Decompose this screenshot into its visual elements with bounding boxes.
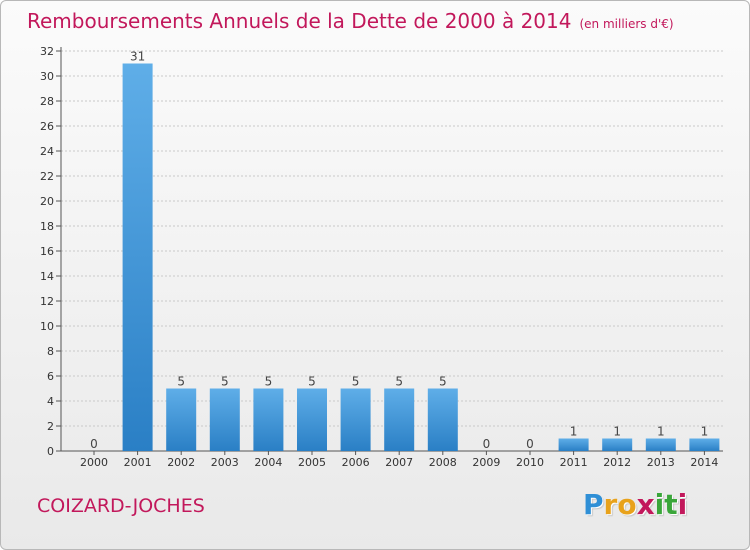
chart-title-text: Remboursements Annuels de la Dette de 20… <box>27 9 572 33</box>
x-tick-label: 2013 <box>647 456 675 469</box>
logo-letter: P <box>583 488 604 521</box>
logo-letter: x <box>636 488 655 521</box>
bar-value-label: 5 <box>352 375 360 389</box>
logo-letter: o <box>617 488 637 521</box>
x-tick-label: 2003 <box>211 456 239 469</box>
x-tick-label: 2001 <box>124 456 152 469</box>
bar-value-label: 5 <box>265 375 273 389</box>
logo-letter: r <box>603 488 618 521</box>
y-tick-label: 32 <box>40 45 54 58</box>
bar-value-label: 5 <box>308 375 316 389</box>
bar-value-label: 0 <box>90 437 98 451</box>
y-tick-label: 20 <box>40 195 54 208</box>
bar <box>689 438 720 451</box>
bar-value-label: 0 <box>483 437 491 451</box>
x-tick-label: 2009 <box>472 456 500 469</box>
x-tick-label: 2000 <box>80 456 108 469</box>
chart-title: Remboursements Annuels de la Dette de 20… <box>27 9 674 33</box>
x-tick-label: 2007 <box>385 456 413 469</box>
y-tick-label: 28 <box>40 95 54 108</box>
x-tick-label: 2010 <box>516 456 544 469</box>
bar <box>427 388 458 451</box>
x-tick-label: 2002 <box>167 456 195 469</box>
logo-letter: i <box>677 488 688 521</box>
logo-letter: t <box>664 488 678 521</box>
bar <box>209 388 240 451</box>
bar-value-label: 5 <box>439 375 447 389</box>
y-tick-label: 14 <box>40 270 54 283</box>
y-tick-label: 12 <box>40 295 54 308</box>
x-tick-label: 2012 <box>603 456 631 469</box>
y-tick-label: 4 <box>47 395 54 408</box>
x-tick-label: 2008 <box>429 456 457 469</box>
y-tick-label: 26 <box>40 120 54 133</box>
bar <box>297 388 327 451</box>
bar-value-label: 1 <box>701 425 709 439</box>
proxiti-logo: Proxiti <box>583 488 687 521</box>
x-tick-label: 2004 <box>254 456 282 469</box>
y-tick-label: 2 <box>47 420 54 433</box>
bar <box>558 438 589 451</box>
bar-value-label: 1 <box>570 425 578 439</box>
x-tick-label: 2005 <box>298 456 326 469</box>
y-tick-label: 0 <box>47 445 54 458</box>
bar-value-label: 1 <box>657 425 665 439</box>
x-tick-label: 2014 <box>690 456 718 469</box>
bar-value-label: 5 <box>395 375 403 389</box>
bar-value-label: 0 <box>526 437 534 451</box>
bar-value-label: 31 <box>130 50 145 64</box>
commune-name: COIZARD-JOCHES <box>37 495 205 517</box>
bar <box>122 63 153 451</box>
y-tick-label: 16 <box>40 245 54 258</box>
logo-letter: i <box>654 488 665 521</box>
bar <box>645 438 676 451</box>
y-tick-label: 6 <box>47 370 54 383</box>
x-tick-label: 2011 <box>560 456 588 469</box>
bar-value-label: 5 <box>177 375 185 389</box>
y-tick-label: 22 <box>40 170 54 183</box>
y-tick-label: 30 <box>40 70 54 83</box>
bar-value-label: 5 <box>221 375 229 389</box>
y-tick-label: 8 <box>47 345 54 358</box>
y-tick-label: 18 <box>40 220 54 233</box>
x-tick-label: 2006 <box>342 456 370 469</box>
y-tick-label: 24 <box>40 145 54 158</box>
chart-unit: (en milliers d'€) <box>579 17 674 31</box>
bar <box>602 438 633 451</box>
bar-value-label: 1 <box>613 425 621 439</box>
bar <box>166 388 197 451</box>
y-tick-label: 10 <box>40 320 54 333</box>
bar <box>253 388 284 451</box>
bar <box>384 388 415 451</box>
bar <box>340 388 371 451</box>
